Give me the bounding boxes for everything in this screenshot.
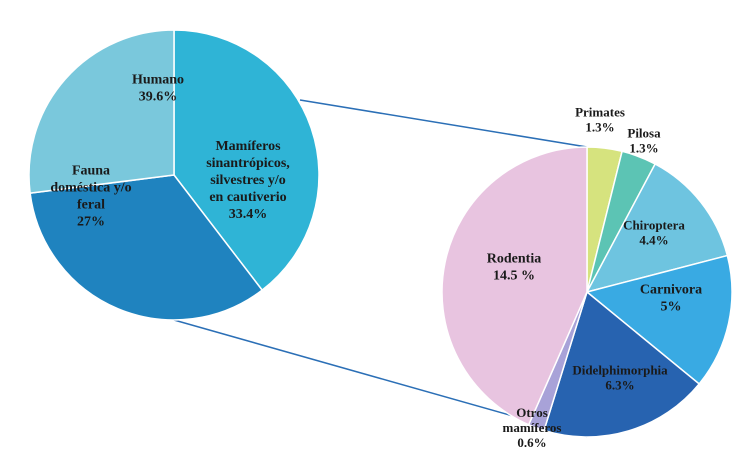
sub-label-didelphimorphia: Didelphimorphia 6.3% [572,363,668,393]
sub-label-primates: Primates 1.3% [575,105,625,135]
sub-slice-carnivora [585,254,733,385]
sub-slice-rodentia [441,146,588,426]
main-label-fauna-domestica-y-o-feral: Fauna doméstica y/o feral 27% [50,164,131,230]
main-slice-fauna-domestica-y-o-feral [28,29,175,195]
connector-line-top [299,99,588,148]
sub-label-carnivora: Carnivora 5% [640,283,702,315]
sub-label-pilosa: Pilosa 1.3% [627,126,661,156]
main-slice-mamiferos-sinantropicos-silvestres-y-o-en-cautiverio [29,174,264,321]
sub-label-otros-mamiferos: Otros mamíferos 0.6% [503,405,562,450]
sub-label-rodentia: Rodentia 14.5 % [487,252,541,284]
sub-label-chiroptera: Chiroptera 4.4% [623,218,685,248]
main-label-humano: Humano 39.6% [132,73,184,105]
sub-slice-didelphimorphia [543,290,701,438]
main-label-mamiferos-sinantropicos-silvestres-y-o-en-cautiverio: Mamíferos sinantrópicos, silvestres y/o en … [206,139,290,222]
main-slice-humano [173,29,320,292]
sub-slice-chiroptera [585,162,729,294]
